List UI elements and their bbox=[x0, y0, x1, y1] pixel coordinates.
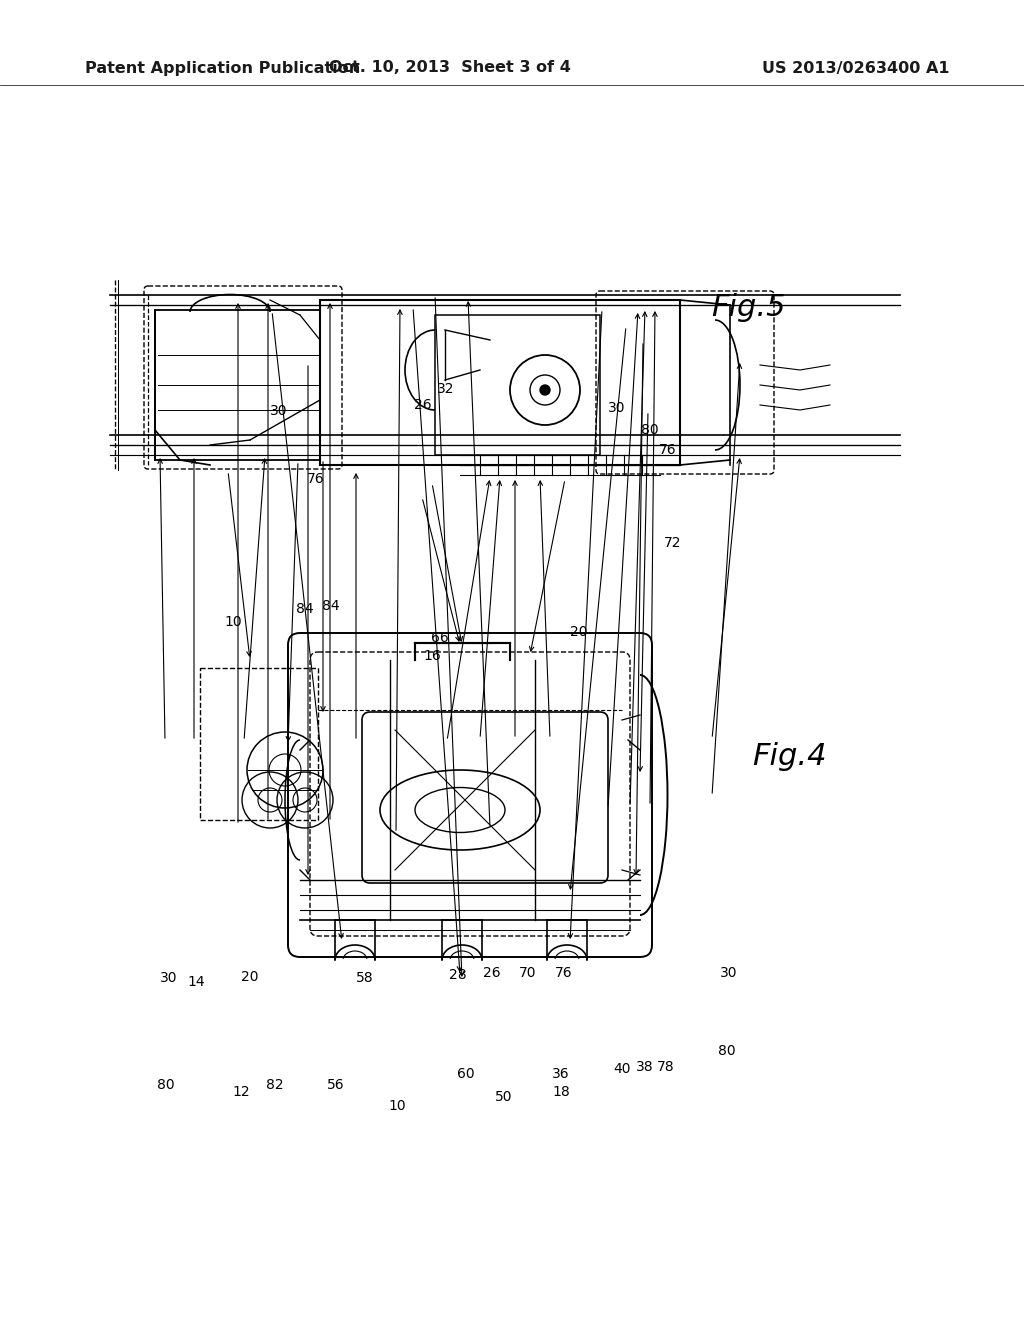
Text: 84: 84 bbox=[322, 599, 340, 612]
Text: 18: 18 bbox=[552, 1085, 570, 1098]
Text: 76: 76 bbox=[658, 444, 676, 457]
Text: 16: 16 bbox=[423, 649, 441, 663]
Text: 76: 76 bbox=[306, 473, 325, 486]
Text: 30: 30 bbox=[269, 404, 288, 417]
Text: 40: 40 bbox=[612, 1063, 631, 1076]
Text: 58: 58 bbox=[355, 972, 374, 985]
Text: 12: 12 bbox=[232, 1085, 251, 1098]
Text: 66: 66 bbox=[431, 631, 450, 644]
Text: 32: 32 bbox=[436, 383, 455, 396]
Circle shape bbox=[540, 385, 550, 395]
Text: 78: 78 bbox=[656, 1060, 675, 1073]
Text: 84: 84 bbox=[296, 602, 314, 615]
Text: 76: 76 bbox=[554, 966, 572, 979]
Text: 70: 70 bbox=[518, 966, 537, 979]
Text: 30: 30 bbox=[160, 972, 178, 985]
Text: 72: 72 bbox=[664, 536, 681, 549]
Text: 38: 38 bbox=[636, 1060, 654, 1073]
Text: 10: 10 bbox=[224, 615, 243, 628]
Text: 20: 20 bbox=[569, 626, 588, 639]
Text: 26: 26 bbox=[414, 399, 432, 412]
Text: Fig.4: Fig.4 bbox=[753, 742, 827, 771]
Text: 28: 28 bbox=[449, 969, 467, 982]
Text: 26: 26 bbox=[482, 966, 501, 979]
Text: 30: 30 bbox=[607, 401, 626, 414]
Text: 80: 80 bbox=[157, 1078, 175, 1092]
Text: 14: 14 bbox=[187, 975, 206, 989]
Text: 30: 30 bbox=[720, 966, 738, 979]
Text: 82: 82 bbox=[265, 1078, 284, 1092]
Text: 60: 60 bbox=[457, 1068, 475, 1081]
Text: 10: 10 bbox=[388, 1100, 407, 1113]
Text: US 2013/0263400 A1: US 2013/0263400 A1 bbox=[763, 61, 950, 75]
Text: 80: 80 bbox=[641, 424, 658, 437]
Text: 36: 36 bbox=[552, 1068, 570, 1081]
Text: 56: 56 bbox=[327, 1078, 345, 1092]
Text: Patent Application Publication: Patent Application Publication bbox=[85, 61, 360, 75]
Text: 50: 50 bbox=[495, 1090, 513, 1104]
Text: Fig.5: Fig.5 bbox=[712, 293, 786, 322]
Text: Oct. 10, 2013  Sheet 3 of 4: Oct. 10, 2013 Sheet 3 of 4 bbox=[329, 61, 571, 75]
Text: 20: 20 bbox=[241, 970, 259, 983]
Text: 80: 80 bbox=[718, 1044, 736, 1057]
